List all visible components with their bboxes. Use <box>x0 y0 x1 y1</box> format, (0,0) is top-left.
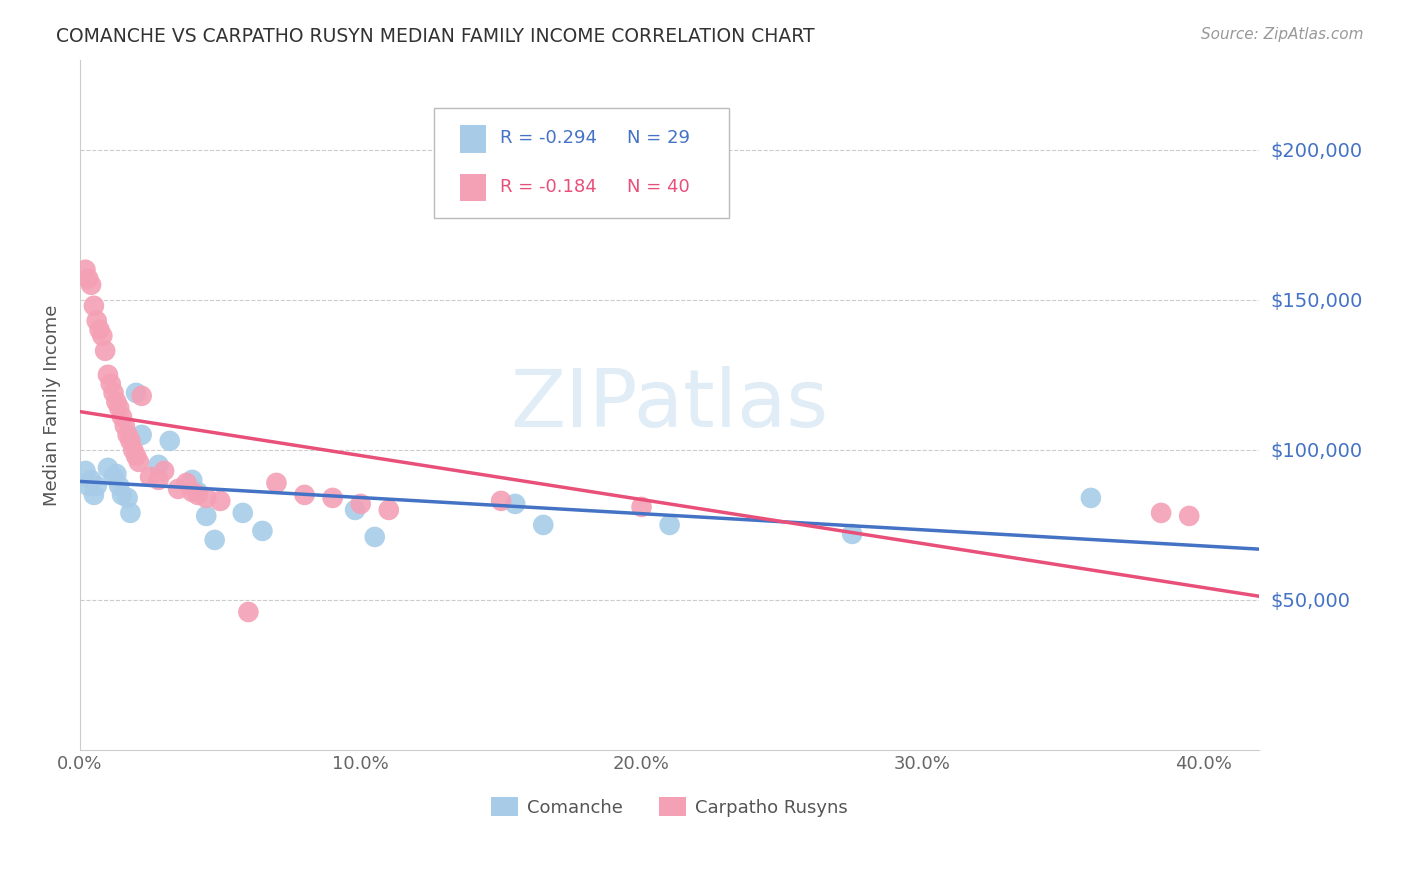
Legend: Comanche, Carpatho Rusyns: Comanche, Carpatho Rusyns <box>484 790 855 824</box>
Point <box>86 479 108 493</box>
Point <box>117 428 139 442</box>
Point <box>266 475 288 490</box>
Point <box>181 473 204 487</box>
Point <box>159 434 181 448</box>
Point <box>350 497 373 511</box>
Point <box>176 475 198 490</box>
Point <box>86 314 108 328</box>
Point <box>120 434 142 448</box>
FancyBboxPatch shape <box>460 125 485 153</box>
Point <box>108 401 131 415</box>
Point <box>238 605 260 619</box>
Point <box>122 442 145 457</box>
Point <box>94 343 117 358</box>
FancyBboxPatch shape <box>460 174 485 202</box>
Point <box>91 328 114 343</box>
Point <box>105 467 128 481</box>
Point <box>125 385 148 400</box>
Point <box>294 488 316 502</box>
Point <box>181 484 204 499</box>
Point <box>153 464 176 478</box>
Point <box>89 323 111 337</box>
Point <box>97 461 120 475</box>
Point <box>97 368 120 382</box>
Point <box>364 530 387 544</box>
Point <box>131 389 153 403</box>
Point <box>111 409 134 424</box>
Point <box>108 479 131 493</box>
Point <box>100 376 122 391</box>
Point <box>111 488 134 502</box>
Point <box>83 488 105 502</box>
Point <box>103 470 125 484</box>
Point <box>489 494 512 508</box>
Point <box>187 488 209 502</box>
Point <box>167 482 190 496</box>
Point <box>841 527 863 541</box>
Point <box>531 517 554 532</box>
Point <box>630 500 652 514</box>
Text: ZIPatlas: ZIPatlas <box>510 366 828 444</box>
Point <box>128 455 150 469</box>
Point <box>658 517 681 532</box>
Point <box>125 449 148 463</box>
Point <box>195 508 218 523</box>
Y-axis label: Median Family Income: Median Family Income <box>44 304 60 506</box>
Text: COMANCHE VS CARPATHO RUSYN MEDIAN FAMILY INCOME CORRELATION CHART: COMANCHE VS CARPATHO RUSYN MEDIAN FAMILY… <box>56 27 815 45</box>
Point <box>80 277 103 292</box>
Point <box>148 458 170 472</box>
Text: N = 29: N = 29 <box>627 129 690 147</box>
Point <box>77 272 100 286</box>
Point <box>114 418 136 433</box>
Point <box>148 473 170 487</box>
Point <box>187 484 209 499</box>
Point <box>131 428 153 442</box>
Point <box>117 491 139 505</box>
Point <box>503 497 526 511</box>
Point <box>344 503 367 517</box>
Point <box>83 299 105 313</box>
Point <box>1150 506 1173 520</box>
Text: Source: ZipAtlas.com: Source: ZipAtlas.com <box>1201 27 1364 42</box>
Point <box>1080 491 1102 505</box>
Text: R = -0.294: R = -0.294 <box>499 129 596 147</box>
Point <box>120 506 142 520</box>
Point <box>77 479 100 493</box>
Point <box>195 491 218 505</box>
Point <box>232 506 254 520</box>
Text: N = 40: N = 40 <box>627 178 690 195</box>
Point <box>75 262 97 277</box>
Point <box>252 524 274 538</box>
Point <box>103 385 125 400</box>
Point <box>378 503 401 517</box>
Point <box>75 464 97 478</box>
Point <box>139 470 162 484</box>
Point <box>322 491 344 505</box>
Point <box>209 494 232 508</box>
Point <box>105 394 128 409</box>
Point <box>80 473 103 487</box>
Text: R = -0.184: R = -0.184 <box>499 178 596 195</box>
Point <box>1178 508 1201 523</box>
Point <box>204 533 226 547</box>
FancyBboxPatch shape <box>433 108 728 219</box>
